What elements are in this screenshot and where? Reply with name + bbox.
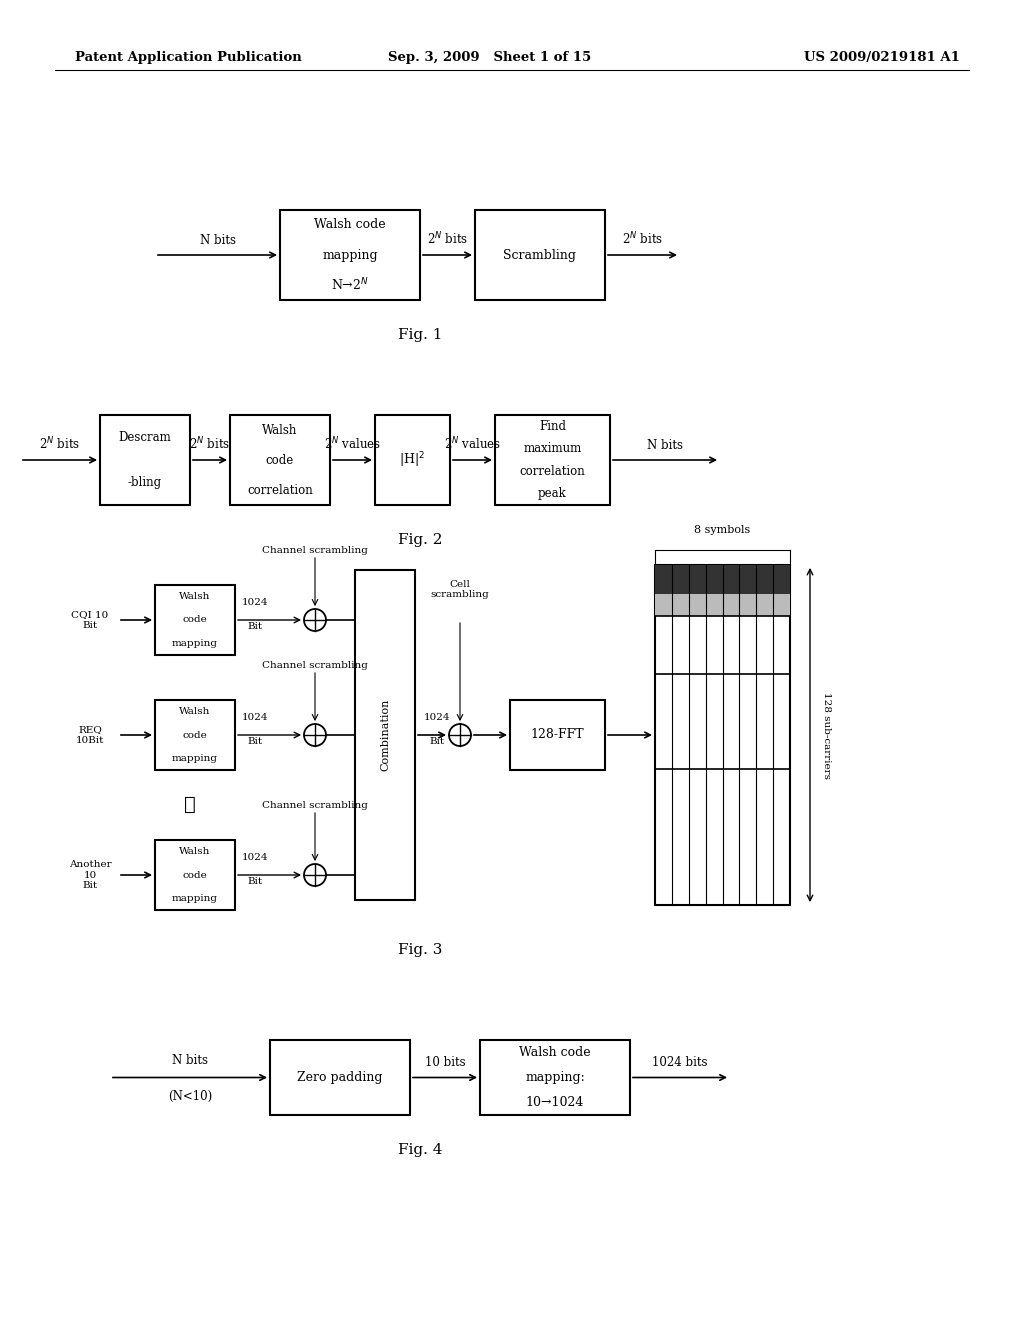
Text: Channel scrambling: Channel scrambling [262,546,368,554]
Bar [230,414,330,506]
Bar [375,414,450,506]
Text: 1024: 1024 [242,598,268,607]
Text: Walsh code: Walsh code [314,219,386,231]
Text: 1024: 1024 [242,713,268,722]
Text: code: code [182,615,208,624]
Text: 2$^N$ bits: 2$^N$ bits [427,231,468,247]
Bar [155,840,234,909]
Text: mapping:: mapping: [525,1071,585,1084]
Bar [655,565,790,594]
Text: mapping: mapping [323,248,378,261]
Text: 2$^N$ bits: 2$^N$ bits [39,436,81,451]
Bar [655,565,790,906]
Text: Walsh: Walsh [179,708,211,717]
Text: mapping: mapping [172,639,218,648]
Text: Fig. 3: Fig. 3 [397,942,442,957]
Text: mapping: mapping [172,894,218,903]
Text: N bits: N bits [172,1055,208,1068]
Text: 128-FFT: 128-FFT [530,729,585,742]
Text: 8 symbols: 8 symbols [694,525,751,535]
Text: Scrambling: Scrambling [504,248,577,261]
Bar [475,210,605,300]
Text: 1024: 1024 [242,853,268,862]
Bar [355,570,415,900]
Text: Walsh code: Walsh code [519,1045,591,1059]
Text: Bit: Bit [248,622,262,631]
Text: 128 sub-carriers: 128 sub-carriers [822,692,831,779]
Text: 2$^N$ bits: 2$^N$ bits [622,231,664,247]
Text: US 2009/0219181 A1: US 2009/0219181 A1 [804,51,961,65]
Text: Channel scrambling: Channel scrambling [262,661,368,671]
Text: 2$^N$ bits: 2$^N$ bits [189,436,230,451]
Text: Channel scrambling: Channel scrambling [262,801,368,810]
Text: Cell
scrambling: Cell scrambling [431,579,489,599]
Text: |H|$^2$: |H|$^2$ [399,450,426,470]
Bar [155,585,234,655]
Bar [480,1040,630,1115]
Text: 10 bits: 10 bits [425,1056,465,1069]
Text: Descram: Descram [119,432,171,444]
Text: Fig. 4: Fig. 4 [397,1143,442,1158]
Bar [510,700,605,770]
Text: Another
10
Bit: Another 10 Bit [69,861,112,890]
Text: Find: Find [539,420,566,433]
Text: code: code [182,870,208,879]
Text: maximum: maximum [523,442,582,455]
Text: correlation: correlation [247,483,313,496]
Bar [495,414,610,506]
Text: code: code [182,730,208,739]
Bar [280,210,420,300]
Bar [655,594,790,616]
Text: (N<10): (N<10) [168,1089,212,1102]
Text: Sep. 3, 2009   Sheet 1 of 15: Sep. 3, 2009 Sheet 1 of 15 [388,51,592,65]
Bar [155,700,234,770]
Text: 1024: 1024 [424,713,451,722]
Text: Walsh: Walsh [262,424,298,437]
Text: code: code [266,454,294,466]
Text: ⋯: ⋯ [184,796,196,814]
Bar [270,1040,410,1115]
Text: Patent Application Publication: Patent Application Publication [75,51,302,65]
Text: Combination: Combination [380,698,390,771]
Text: 2$^N$ values: 2$^N$ values [444,436,501,451]
Text: Bit: Bit [430,737,445,746]
Text: peak: peak [539,487,567,500]
Text: mapping: mapping [172,754,218,763]
Text: N bits: N bits [647,440,683,451]
Text: CQI 10
Bit: CQI 10 Bit [72,610,109,630]
Text: 10→1024: 10→1024 [525,1096,584,1109]
Text: Bit: Bit [248,737,262,746]
Text: REQ
10Bit: REQ 10Bit [76,725,104,744]
Text: Fig. 1: Fig. 1 [397,327,442,342]
Text: Walsh: Walsh [179,847,211,857]
Text: Zero padding: Zero padding [297,1071,383,1084]
Text: Bit: Bit [248,876,262,886]
Text: 2$^N$ values: 2$^N$ values [324,436,381,451]
Text: -bling: -bling [128,477,162,488]
Text: N→2$^N$: N→2$^N$ [331,277,369,293]
Text: 1024 bits: 1024 bits [652,1056,708,1069]
Text: correlation: correlation [519,465,586,478]
Text: Fig. 2: Fig. 2 [397,533,442,546]
Text: Walsh: Walsh [179,593,211,601]
Bar [100,414,190,506]
Text: N bits: N bits [200,234,236,247]
